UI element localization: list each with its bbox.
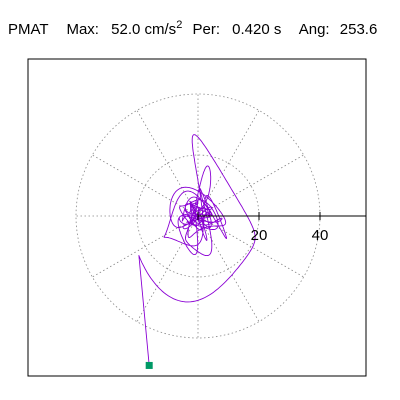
- grid-spoke: [197, 215, 304, 278]
- axes: 20 40: [197, 212, 366, 244]
- x-tick-label: 40: [312, 227, 329, 244]
- station-name: PMAT: [8, 21, 48, 38]
- x-tick-label: 20: [251, 227, 268, 244]
- grid-spoke: [92, 215, 199, 278]
- marker-group: [145, 361, 153, 369]
- grid-spoke: [136, 110, 199, 217]
- start-marker: [145, 361, 153, 369]
- grid-spoke: [197, 110, 260, 217]
- plot-frame: [27, 58, 367, 377]
- period-value: 0.420 s: [232, 21, 281, 38]
- grid-spoke: [92, 154, 199, 217]
- angle-label: Ang:: [299, 21, 330, 38]
- orbit-trace-group: [138, 134, 256, 366]
- grid-spoke: [197, 215, 260, 322]
- chart-title: PMAT Max: 52.0 cm/s2 Per: 0.420 s Ang: 2…: [8, 15, 377, 38]
- max-value: 52.0 cm/s: [111, 21, 176, 38]
- orbit-trace: [138, 134, 256, 366]
- max-unit-superscript: 2: [176, 19, 182, 31]
- angle-value: 253.6: [340, 21, 378, 38]
- period-label: Per:: [192, 21, 220, 38]
- max-label: Max:: [66, 21, 99, 38]
- grid-spoke: [197, 154, 304, 217]
- grid-spoke: [136, 215, 199, 322]
